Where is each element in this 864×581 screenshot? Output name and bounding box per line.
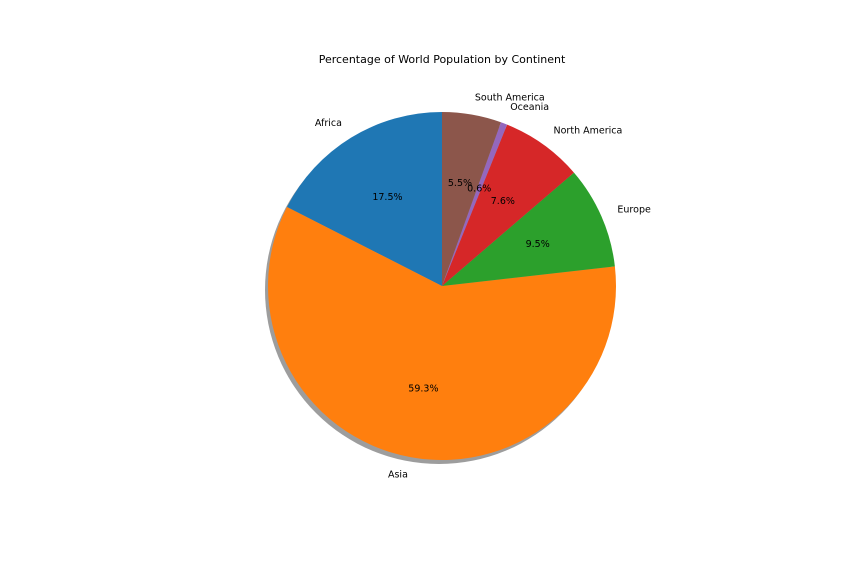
pie-slice-oceania — [442, 122, 508, 286]
slice-percent-south-america: 5.5% — [448, 178, 472, 189]
pie-labels: Africa 17.5% Asia 59.3% Europe 9.5% North Amer… — [315, 92, 651, 480]
pie-slices — [268, 112, 616, 461]
slice-percent-north-america: 7.6% — [491, 196, 515, 207]
slice-percent-asia: 59.3% — [408, 384, 438, 395]
chart-title: Percentage of World Population by Contin… — [319, 53, 566, 66]
slice-label-oceania: Oceania — [510, 102, 549, 113]
pie-slice-europe — [442, 172, 615, 286]
pie-slice-south-america — [442, 112, 501, 286]
slice-label-asia: Asia — [388, 469, 408, 480]
pie-slice-north-america — [442, 124, 574, 286]
slice-label-africa: Africa — [315, 118, 342, 129]
pie-slice-africa — [286, 112, 442, 286]
slice-label-europe: Europe — [617, 204, 651, 215]
slice-percent-oceania: 0.6% — [467, 183, 491, 194]
slice-label-north-america: North America — [554, 125, 623, 136]
slice-percent-africa: 17.5% — [372, 192, 402, 203]
slice-percent-europe: 9.5% — [526, 239, 550, 250]
slice-label-south-america: South America — [475, 92, 545, 103]
pie-slice-asia — [268, 207, 616, 461]
